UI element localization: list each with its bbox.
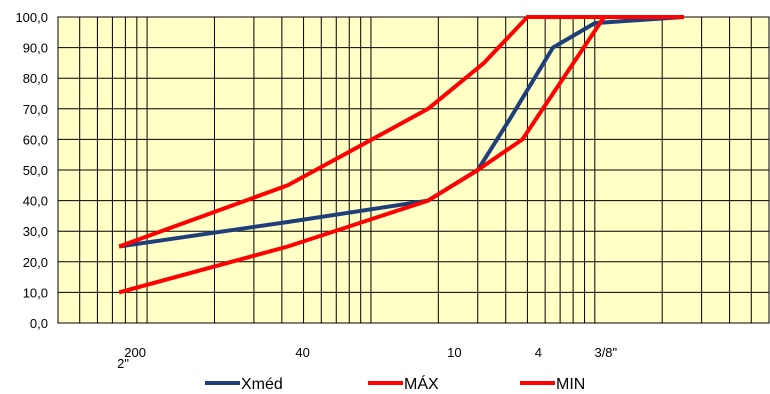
x-tick-label: 40 bbox=[295, 345, 309, 360]
series-line-0 bbox=[118, 15, 685, 249]
series-lines bbox=[118, 15, 685, 295]
legend-label-xmed: Xméd bbox=[241, 376, 283, 393]
y-tick-label: 30,0 bbox=[23, 224, 48, 239]
y-tick-label: 60,0 bbox=[23, 132, 48, 147]
y-tick-label: 50,0 bbox=[23, 163, 48, 178]
legend-label-min: MIN bbox=[556, 376, 585, 393]
x-tick-label: 4 bbox=[535, 345, 542, 360]
legend-label-max: MÁX bbox=[404, 374, 439, 393]
y-tick-label: 100,0 bbox=[15, 10, 48, 25]
x-tick-label: 2" bbox=[117, 356, 129, 371]
y-tick-label: 90,0 bbox=[23, 41, 48, 56]
x-tick-label: 200 bbox=[124, 345, 146, 360]
y-tick-label: 10,0 bbox=[23, 285, 48, 300]
y-tick-label: 40,0 bbox=[23, 194, 48, 209]
x-tick-label: 3/8" bbox=[594, 345, 617, 360]
y-tick-label: 80,0 bbox=[23, 71, 48, 86]
legend: Xméd MÁX MIN bbox=[205, 374, 585, 393]
x-tick-label: 10 bbox=[447, 345, 461, 360]
y-tick-label: 70,0 bbox=[23, 102, 48, 117]
y-axis: 0,0 10,0 20,0 30,0 40,0 50,0 60,0 70,0 80,0 90,0 1… bbox=[15, 10, 48, 331]
y-tick-label: 20,0 bbox=[23, 255, 48, 270]
series-line-2 bbox=[118, 15, 684, 295]
y-tick-label: 0,0 bbox=[30, 316, 48, 331]
